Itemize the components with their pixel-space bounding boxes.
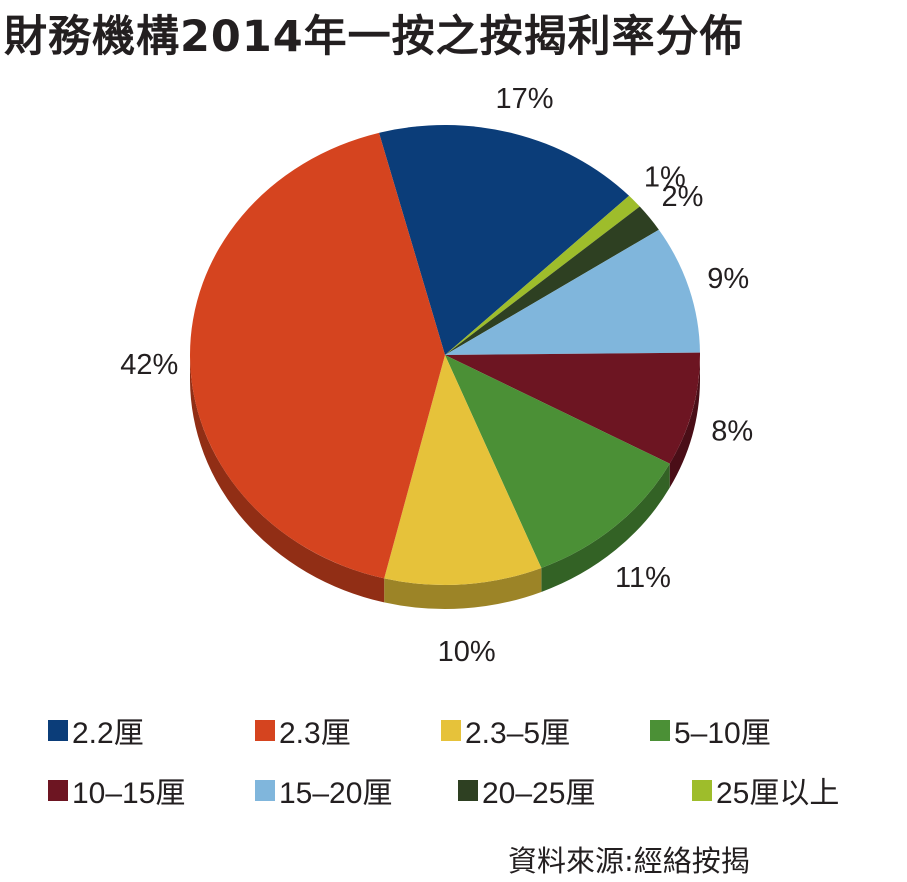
pie-side-10-15厘	[669, 355, 700, 488]
data-label: 17%	[496, 83, 554, 115]
legend-item: 2.2厘	[48, 708, 144, 752]
data-label: 42%	[120, 349, 178, 381]
legend-swatch	[48, 719, 68, 741]
legend-swatch	[441, 719, 461, 741]
legend-swatch	[255, 779, 275, 801]
legend-item: 15–20厘	[255, 768, 392, 812]
legend-item: 20–25厘	[458, 768, 595, 812]
pie-slice-2.3-5厘	[384, 355, 542, 585]
legend-swatch	[650, 719, 670, 741]
data-label: 9%	[707, 263, 749, 295]
legend-label: 2.2厘	[72, 717, 144, 750]
pie-slice-25厘以上	[445, 195, 640, 355]
legend-swatch	[458, 779, 478, 801]
legend-swatch	[692, 779, 712, 801]
pie-slice-2.3厘	[190, 132, 445, 579]
source-note: 資料來源:經絡按揭	[508, 844, 750, 878]
pie-slice-10-15厘	[445, 352, 700, 464]
legend-swatch	[48, 779, 68, 801]
legend-label: 25厘以上	[716, 777, 840, 810]
legend-label: 2.3–5厘	[465, 717, 571, 750]
legend-item: 2.3–5厘	[441, 708, 570, 752]
pie-side-2.3-5厘	[384, 567, 542, 609]
pie-chart: 17% 1%2% 9% 8% 11% 10% 42%	[120, 83, 753, 668]
legend-label: 20–25厘	[482, 777, 596, 810]
legend-swatch	[255, 719, 275, 741]
data-label: 2%	[662, 181, 704, 213]
legend-label: 2.3厘	[279, 717, 351, 750]
legend-item: 10–15厘	[48, 768, 185, 812]
pie-slice-20-25厘	[445, 206, 659, 355]
chart-title: 財務機構2014年一按之按揭利率分佈	[4, 12, 744, 62]
data-label: 10%	[438, 636, 496, 668]
pie-slice-5-10厘	[445, 355, 670, 568]
pie-slice-15-20厘	[445, 229, 700, 355]
data-label: 1%	[644, 161, 686, 193]
legend-item: 2.3厘	[255, 708, 351, 752]
legend-item: 5–10厘	[650, 708, 771, 752]
data-label: 11%	[615, 562, 671, 594]
pie-slice-2.2厘	[379, 125, 630, 355]
legend-label: 15–20厘	[279, 777, 393, 810]
data-label: 8%	[711, 415, 753, 447]
legend-item: 25厘以上	[692, 768, 839, 812]
pie-side-5-10厘	[541, 463, 670, 592]
legend-label: 5–10厘	[674, 717, 771, 750]
legend-label: 10–15厘	[72, 777, 186, 810]
pie-side-2.3厘	[190, 355, 385, 603]
